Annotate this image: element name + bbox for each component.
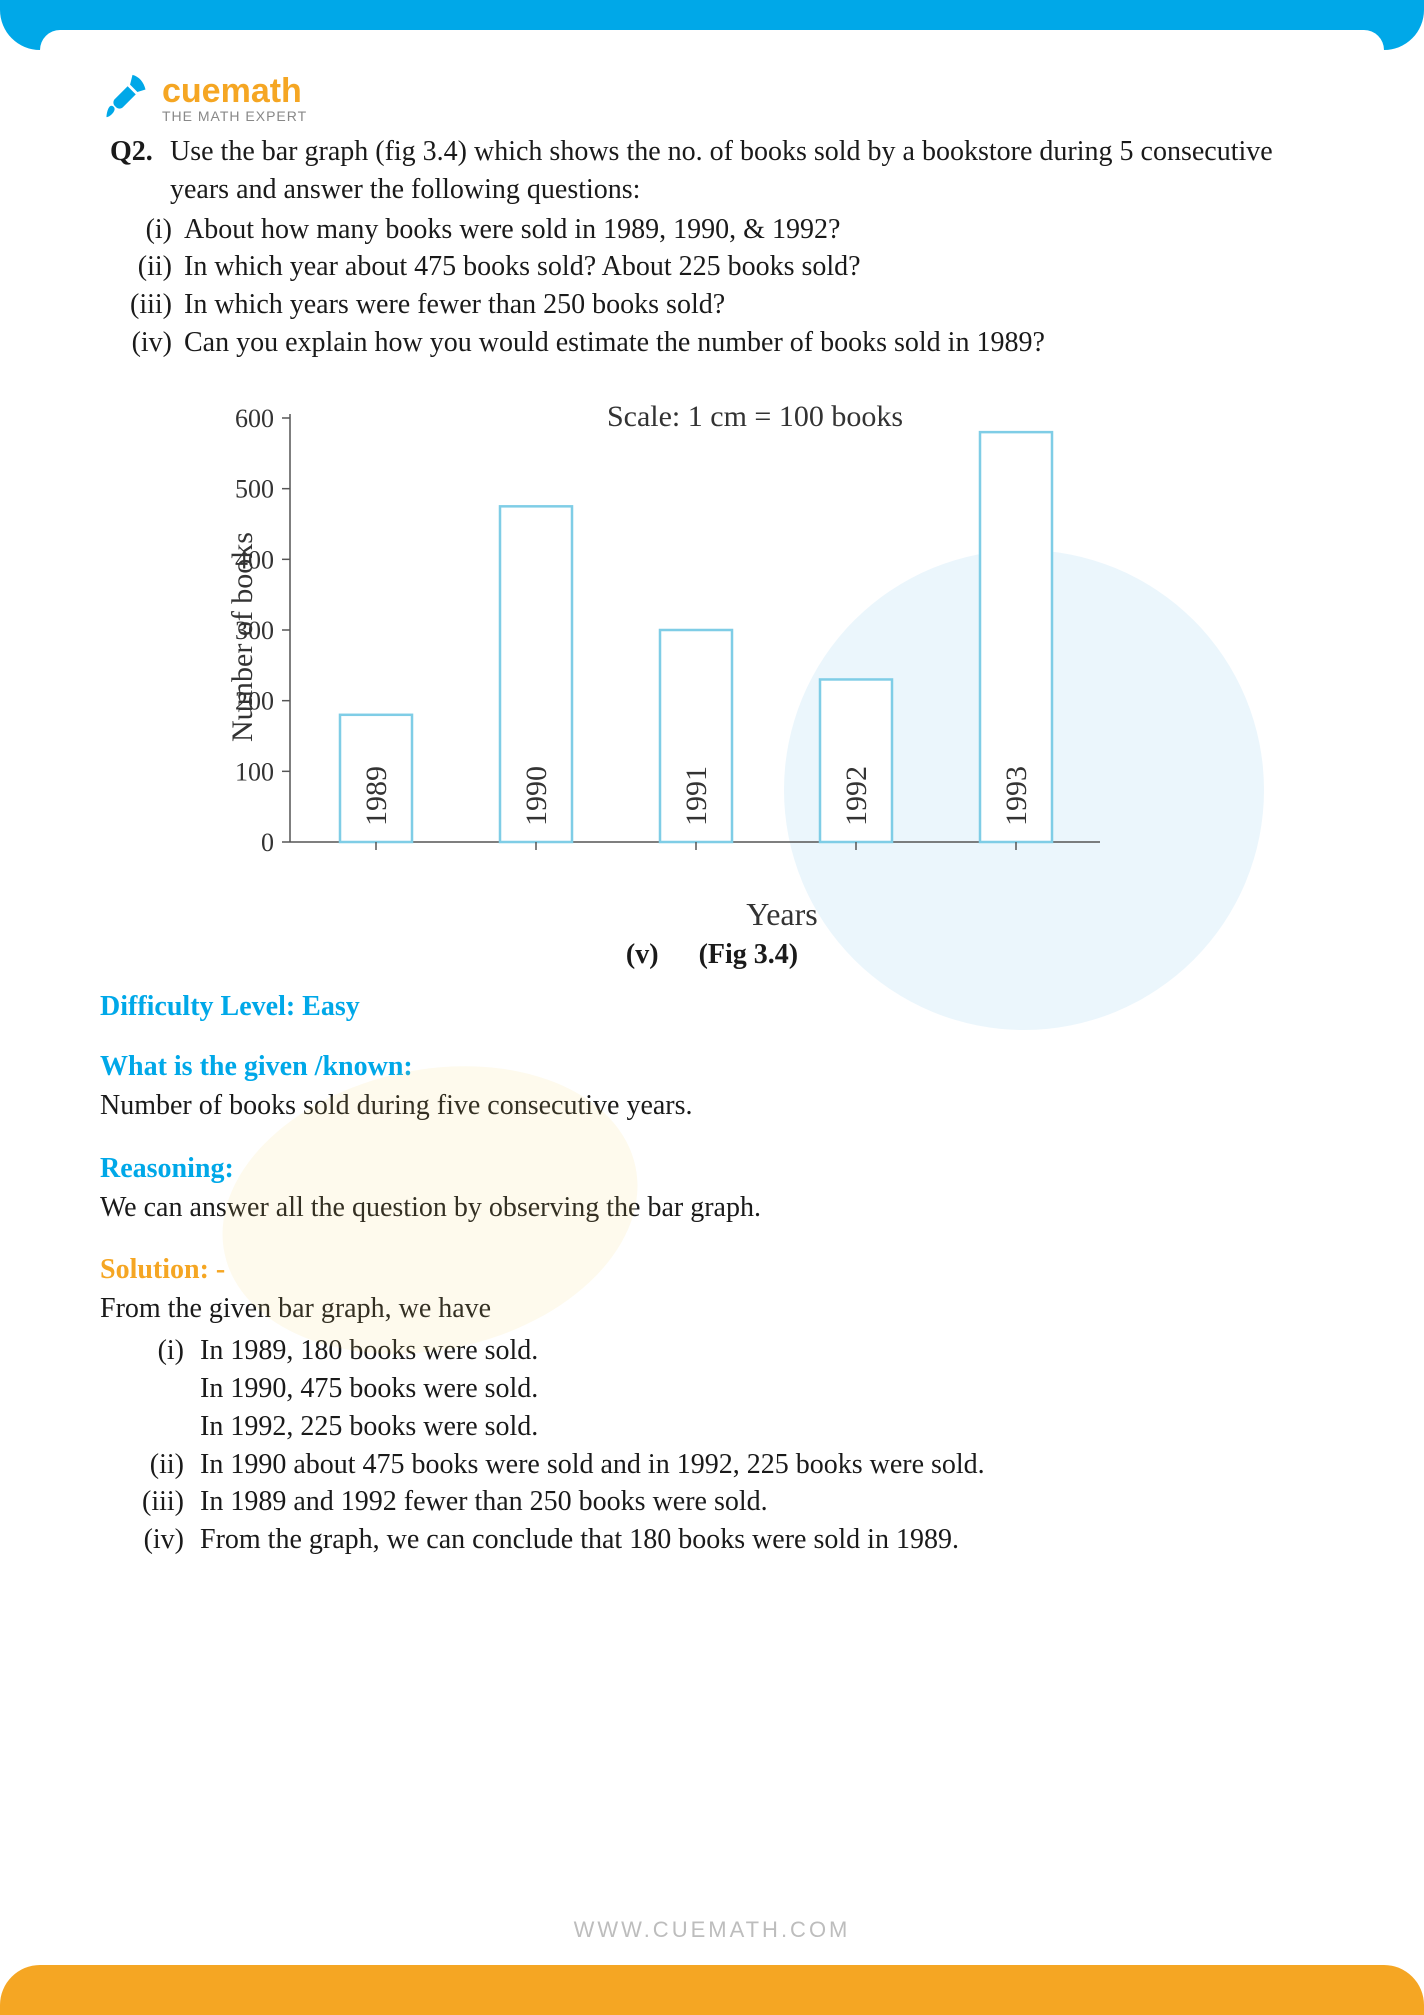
question-sub-item: (ii)In which year about 475 books sold? … (124, 248, 1324, 286)
bar-year-label: 1992 (840, 766, 873, 826)
solution-item-number: (ii) (130, 1446, 200, 1484)
known-label: What is the given /known: (100, 1051, 1324, 1083)
solution-item-text: From the graph, we can conclude that 180… (200, 1521, 1324, 1559)
reasoning-label: Reasoning: (100, 1153, 1324, 1185)
question-sub-item: (i)About how many books were sold in 198… (124, 211, 1324, 249)
question-block: Q2. Use the bar graph (fig 3.4) which sh… (100, 133, 1324, 362)
figure-label: (v) (Fig 3.4) (100, 939, 1324, 971)
solution-list: (i)In 1989, 180 books were sold.In 1990,… (100, 1332, 1324, 1559)
solution-item-number: (iv) (130, 1521, 200, 1559)
solution-row: (ii)In 1990 about 475 books were sold an… (130, 1446, 1324, 1484)
brand-logo: cuemath THE MATH EXPERT (100, 70, 1324, 127)
question-sub-item: (iii)In which years were fewer than 250 … (124, 286, 1324, 324)
bar-year-label: 1993 (1000, 766, 1033, 826)
footer-url: WWW.CUEMATH.COM (40, 1917, 1384, 1943)
solution-item-text: In 1990 about 475 books were sold and in… (200, 1446, 1324, 1484)
solution-row: (i)In 1989, 180 books were sold. (130, 1332, 1324, 1370)
chart-scale-label: Scale: 1 cm = 100 books (607, 400, 903, 433)
brand-name: cuemath (162, 74, 307, 108)
rocket-icon (100, 70, 152, 127)
y-tick-label: 500 (235, 474, 274, 503)
solution-item-text: In 1989, 180 books were sold. (200, 1332, 1324, 1370)
question-sub-text: Can you explain how you would estimate t… (184, 324, 1324, 362)
fig-number: (Fig 3.4) (699, 939, 799, 971)
question-sub-number: (i) (124, 211, 184, 249)
solution-label: Solution: - (100, 1254, 1324, 1286)
solution-item-text: In 1990, 475 books were sold. (200, 1370, 1324, 1408)
solution-item-number (130, 1370, 200, 1408)
solution-row: (iv)From the graph, we can conclude that… (130, 1521, 1324, 1559)
solution-item-number: (iii) (130, 1483, 200, 1521)
question-sub-text: About how many books were sold in 1989, … (184, 211, 1324, 249)
question-number: Q2. (110, 133, 170, 209)
sub-v: (v) (626, 939, 659, 971)
x-axis-label: Years (240, 896, 1324, 933)
bottom-border (0, 1965, 1424, 2015)
bar-year-label: 1991 (680, 766, 713, 826)
known-text: Number of books sold during five consecu… (100, 1087, 1324, 1125)
question-sub-number: (ii) (124, 248, 184, 286)
solution-intro: From the given bar graph, we have (100, 1290, 1324, 1328)
bar-year-label: 1990 (520, 766, 553, 826)
solution-row: In 1992, 225 books were sold. (130, 1408, 1324, 1446)
page-content: cuemath THE MATH EXPERT Q2. Use the bar … (40, 30, 1384, 1965)
y-tick-label: 0 (261, 828, 274, 857)
solution-item-number (130, 1408, 200, 1446)
solution-row: In 1990, 475 books were sold. (130, 1370, 1324, 1408)
bar-year-label: 1989 (360, 766, 393, 826)
bar-chart: Number of books 010020030040050060019891… (190, 382, 1110, 892)
question-sub-text: In which year about 475 books sold? Abou… (184, 248, 1324, 286)
y-axis-label: Number of books (226, 532, 260, 742)
solution-row: (iii)In 1989 and 1992 fewer than 250 boo… (130, 1483, 1324, 1521)
difficulty-label: Difficulty Level: Easy (100, 991, 1324, 1023)
question-sub-text: In which years were fewer than 250 books… (184, 286, 1324, 324)
solution-item-text: In 1989 and 1992 fewer than 250 books we… (200, 1483, 1324, 1521)
reasoning-text: We can answer all the question by observ… (100, 1189, 1324, 1227)
question-sub-number: (iv) (124, 324, 184, 362)
solution-item-text: In 1992, 225 books were sold. (200, 1408, 1324, 1446)
question-sub-item: (iv)Can you explain how you would estima… (124, 324, 1324, 362)
y-tick-label: 600 (235, 404, 274, 433)
question-sub-number: (iii) (124, 286, 184, 324)
chart-svg: 010020030040050060019891990199119921993S… (190, 382, 1110, 892)
y-tick-label: 100 (235, 757, 274, 786)
brand-tagline: THE MATH EXPERT (162, 108, 307, 124)
solution-item-number: (i) (130, 1332, 200, 1370)
question-text: Use the bar graph (fig 3.4) which shows … (170, 133, 1324, 209)
